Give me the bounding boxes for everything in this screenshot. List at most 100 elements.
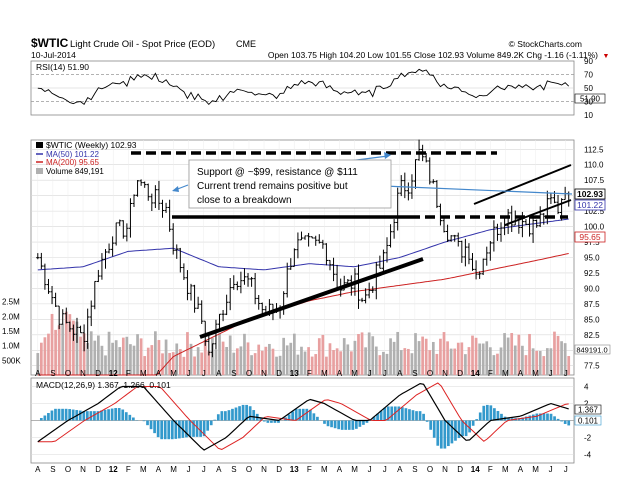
macd-hist-bar — [464, 420, 468, 437]
macd-hist-bar — [206, 420, 210, 431]
x-tick-label-bottom: 12 — [109, 465, 118, 474]
price-tick-label: 107.5 — [584, 176, 605, 185]
volume-ticks: 2.5M 2.0M 1.5M 1.0M 500K — [2, 298, 21, 366]
price-tick-label: 92.5 — [584, 269, 600, 278]
rsi-line — [37, 68, 570, 106]
volume-bar — [114, 340, 118, 375]
macd-hist-bar — [188, 420, 192, 437]
macd-hist-bar — [372, 416, 376, 421]
macd-hist-bar — [379, 410, 383, 421]
macd-hist-bar — [397, 406, 401, 421]
macd-hist-bar — [333, 420, 337, 429]
price-bars — [36, 139, 571, 358]
macd-hist-bar — [124, 412, 128, 421]
price-tick-label: 102.5 — [584, 207, 605, 216]
macd-hist-bar — [89, 411, 93, 421]
macd-hist-bar — [245, 404, 248, 421]
x-tick-label-bottom: A — [35, 465, 41, 474]
volume-bar — [292, 333, 296, 375]
volume-bar — [317, 338, 321, 375]
macd-hist-bar — [493, 408, 496, 421]
volume-bar — [285, 345, 289, 375]
volume-bar — [150, 345, 154, 375]
x-tick-label-bottom: M — [140, 465, 147, 474]
x-tick-label-main: M — [170, 369, 177, 378]
volume-bar — [189, 343, 193, 375]
x-tick-label-bottom: A — [216, 465, 222, 474]
macd-hist-bar — [485, 404, 489, 421]
macd-tick-label: 4 — [584, 383, 589, 392]
x-tick-label-bottom: O — [65, 465, 71, 474]
macd-hist-bar — [96, 411, 100, 421]
volume-bar — [367, 332, 371, 375]
macd-hist-bar — [160, 420, 164, 440]
volume-bar — [442, 332, 446, 375]
macd-hist-bar — [362, 420, 365, 425]
macd-hist-bar — [425, 420, 429, 422]
macd-hist-bar — [277, 420, 280, 423]
volume-bar — [374, 346, 378, 375]
volume-bar — [268, 343, 271, 375]
volume-bar — [104, 355, 107, 375]
volume-bar — [107, 331, 111, 375]
volume-bar — [385, 353, 389, 375]
x-tick-label-bottom: F — [488, 465, 493, 474]
macd-hist-bar — [351, 420, 355, 430]
macd-hist-bar — [259, 417, 263, 421]
volume-bar — [535, 350, 539, 375]
volume-bar — [424, 338, 428, 375]
macd-hist-bar — [82, 411, 86, 421]
x-tick-label-bottom: J — [549, 465, 553, 474]
volume-bar — [453, 348, 457, 375]
macd-hist-bar — [128, 414, 132, 421]
macd-hist-bar — [337, 420, 341, 430]
macd-hist-bar — [478, 412, 482, 421]
channel-upper-line — [473, 164, 572, 205]
volume-bar — [528, 333, 531, 375]
x-tick-label-main: O — [65, 369, 71, 378]
chart-name: Light Crude Oil - Spot Price (EOD) — [70, 39, 215, 50]
volume-bar — [531, 348, 535, 375]
volume-bar — [357, 334, 360, 375]
volume-badge-value: 849191.0 — [576, 346, 607, 355]
macd-hist-bar — [383, 407, 387, 421]
volume-bar — [246, 342, 250, 375]
x-tick-label-main: M — [321, 369, 328, 378]
macd-hist-bar — [528, 415, 532, 421]
volume-bar — [207, 351, 211, 375]
volume-bar — [57, 325, 61, 375]
volume-bar — [54, 329, 57, 375]
volume-bar — [478, 343, 481, 375]
x-tick-label-main: N — [80, 369, 86, 378]
macd-hist-bar — [330, 420, 333, 428]
x-tick-label-main: N — [442, 369, 448, 378]
macd-hist-bar — [131, 417, 135, 421]
macd-hist-bar — [305, 408, 309, 421]
volume-bar — [178, 349, 182, 375]
volume-bar — [449, 348, 453, 375]
price-tick-label: 77.5 — [584, 362, 600, 371]
x-tick-label-bottom: J — [383, 465, 387, 474]
close-badge — [574, 188, 606, 200]
macd-hist-bar — [238, 406, 241, 421]
macd-hist-bar — [482, 405, 486, 421]
volume-bar — [218, 333, 221, 375]
volume-bar — [300, 346, 303, 375]
macd-hist-bar — [114, 408, 118, 421]
volume-bar — [175, 343, 179, 375]
volume-bar — [407, 348, 410, 375]
volume-bar — [243, 333, 246, 375]
volume-bar — [182, 356, 186, 375]
macd-hist-bar — [556, 418, 560, 421]
volume-bar — [275, 356, 278, 375]
x-tick-label-main: N — [261, 369, 267, 378]
macd-hist-bar — [50, 410, 54, 421]
macd-tick-label: -4 — [584, 451, 592, 460]
volume-bar — [164, 339, 168, 375]
x-tick-label-main: M — [140, 369, 147, 378]
volume-bar — [82, 333, 86, 375]
x-tick-label-bottom: S — [412, 465, 417, 474]
x-tick-label-bottom: J — [187, 465, 191, 474]
volume-bar — [431, 341, 435, 375]
